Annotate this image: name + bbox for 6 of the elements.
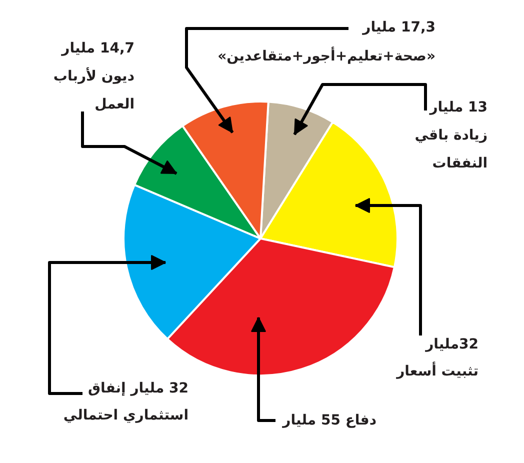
slice-label: 32مليار تثبيت أسعار	[396, 336, 479, 380]
slice-label: دفاع 55 مليار	[282, 412, 377, 428]
slice-label: 14,7 مليار ديون لأرباب العمل	[53, 40, 135, 112]
slice-label: 17,3 مليار «صحة+تعليم+أجور+متقاعدين»	[218, 20, 436, 64]
slice-label: 13 مليار زيادة باقي النفقات	[414, 100, 488, 172]
slice-label: 32 مليار إنفاق استثماري احتمالي	[63, 380, 189, 424]
